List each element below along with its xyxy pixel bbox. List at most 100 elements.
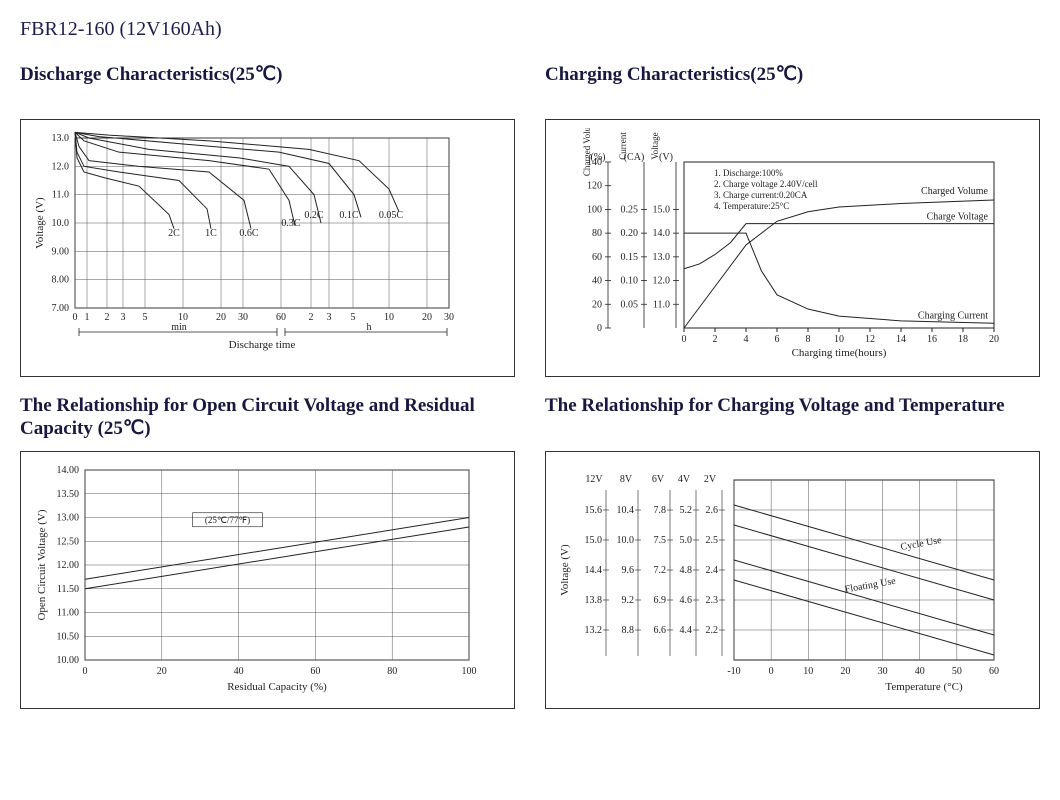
svg-text:100: 100 [587, 204, 602, 215]
ocv-svg: 10.0010.5011.0011.5012.0012.5013.0013.50… [29, 460, 489, 700]
discharge-svg: 7.008.009.0010.011.012.013.0012351020306… [29, 128, 489, 368]
svg-text:-10: -10 [727, 666, 740, 677]
svg-text:13.2: 13.2 [585, 625, 603, 636]
svg-text:Open Circuit Voltage (V): Open Circuit Voltage (V) [36, 509, 48, 620]
temp-svg: -100102030405060Temperature (°C)12V8V6V4… [554, 460, 1014, 700]
svg-text:9.2: 9.2 [622, 595, 635, 606]
svg-text:Floating Use: Floating Use [844, 576, 897, 596]
svg-text:80: 80 [387, 666, 397, 677]
svg-text:3. Charge current:0.20CA: 3. Charge current:0.20CA [714, 190, 808, 200]
svg-text:2V: 2V [704, 474, 717, 485]
svg-text:0.10: 0.10 [621, 276, 639, 287]
svg-text:4V: 4V [678, 474, 691, 485]
svg-text:10.00: 10.00 [57, 655, 80, 666]
svg-text:6V: 6V [652, 474, 665, 485]
svg-text:12.0: 12.0 [52, 161, 70, 172]
svg-text:10.0: 10.0 [52, 218, 70, 229]
svg-text:12.00: 12.00 [57, 560, 80, 571]
svg-text:20: 20 [840, 666, 850, 677]
svg-text:15.6: 15.6 [585, 505, 603, 516]
svg-text:8.00: 8.00 [52, 275, 70, 286]
svg-text:2: 2 [105, 312, 110, 323]
svg-text:60: 60 [276, 312, 286, 323]
svg-text:7.00: 7.00 [52, 303, 70, 314]
discharge-panel: Discharge Characteristics(25℃) 7.008.009… [20, 55, 515, 377]
svg-text:13.00: 13.00 [57, 513, 80, 524]
svg-text:14.0: 14.0 [653, 228, 671, 239]
svg-text:4.4: 4.4 [680, 625, 693, 636]
svg-text:140: 140 [587, 157, 602, 168]
svg-text:60: 60 [592, 252, 602, 263]
svg-text:3: 3 [121, 312, 126, 323]
svg-text:30: 30 [238, 312, 248, 323]
svg-text:15.0: 15.0 [585, 535, 603, 546]
svg-text:Voltage (V): Voltage (V) [559, 544, 571, 596]
svg-text:12.0: 12.0 [653, 276, 671, 287]
svg-text:12.50: 12.50 [57, 536, 80, 547]
temp-panel: The Relationship for Charging Voltage an… [545, 387, 1040, 709]
svg-text:80: 80 [592, 228, 602, 239]
charging-box: 02468101214161820Charging time(hours)Cha… [545, 119, 1040, 377]
svg-text:0.2C: 0.2C [304, 210, 324, 221]
svg-text:10.0: 10.0 [617, 535, 635, 546]
svg-text:11.00: 11.00 [57, 608, 79, 619]
svg-text:8: 8 [806, 334, 811, 345]
svg-text:5: 5 [351, 312, 356, 323]
svg-text:20: 20 [157, 666, 167, 677]
svg-text:Charged Volume: Charged Volume [921, 186, 989, 197]
svg-text:1: 1 [85, 312, 90, 323]
svg-text:(25℃/77℉): (25℃/77℉) [205, 515, 250, 525]
svg-text:0: 0 [597, 323, 602, 334]
svg-text:4.6: 4.6 [680, 595, 693, 606]
svg-text:(V): (V) [659, 152, 673, 163]
svg-text:0.3C: 0.3C [281, 218, 301, 229]
svg-text:0.05C: 0.05C [379, 210, 404, 221]
svg-text:h: h [367, 322, 372, 333]
svg-text:Voltage (V): Voltage (V) [34, 197, 46, 249]
ocv-panel: The Relationship for Open Circuit Voltag… [20, 387, 515, 709]
svg-text:13.0: 13.0 [653, 252, 671, 263]
svg-text:Cycle Use: Cycle Use [900, 535, 943, 553]
svg-text:60: 60 [310, 666, 320, 677]
svg-text:11.0: 11.0 [653, 299, 670, 310]
svg-text:10: 10 [803, 666, 813, 677]
svg-text:4.8: 4.8 [680, 565, 693, 576]
svg-text:Charge Voltage: Charge Voltage [927, 212, 989, 223]
svg-text:20: 20 [989, 334, 999, 345]
temp-box: -100102030405060Temperature (°C)12V8V6V4… [545, 451, 1040, 709]
svg-text:(CA): (CA) [624, 152, 645, 163]
svg-text:14: 14 [896, 334, 906, 345]
svg-text:10.4: 10.4 [617, 505, 635, 516]
svg-text:10.50: 10.50 [57, 631, 80, 642]
svg-text:10: 10 [834, 334, 844, 345]
svg-text:4: 4 [744, 334, 749, 345]
ocv-title: The Relationship for Open Circuit Voltag… [20, 395, 515, 443]
svg-text:Temperature (°C): Temperature (°C) [885, 681, 963, 693]
svg-text:20: 20 [422, 312, 432, 323]
svg-text:Discharge time: Discharge time [229, 339, 296, 351]
svg-text:13.50: 13.50 [57, 489, 80, 500]
svg-text:Charging time(hours): Charging time(hours) [792, 347, 887, 359]
svg-text:2.3: 2.3 [706, 595, 719, 606]
svg-text:40: 40 [915, 666, 925, 677]
svg-text:60: 60 [989, 666, 999, 677]
svg-text:1C: 1C [205, 228, 217, 239]
svg-text:14.00: 14.00 [57, 465, 80, 476]
svg-text:50: 50 [952, 666, 962, 677]
svg-text:13.8: 13.8 [585, 595, 603, 606]
svg-text:0.20: 0.20 [621, 228, 639, 239]
svg-text:40: 40 [592, 276, 602, 287]
svg-text:40: 40 [234, 666, 244, 677]
svg-text:6.6: 6.6 [654, 625, 667, 636]
svg-text:0.6C: 0.6C [239, 228, 259, 239]
svg-text:2.2: 2.2 [706, 625, 719, 636]
svg-text:0.1C: 0.1C [339, 210, 359, 221]
svg-text:0.05: 0.05 [621, 299, 639, 310]
svg-text:5: 5 [143, 312, 148, 323]
svg-text:Charging Current: Charging Current [918, 311, 988, 322]
charging-svg: 02468101214161820Charging time(hours)Cha… [554, 128, 1014, 368]
svg-text:8.8: 8.8 [622, 625, 635, 636]
model-heading: FBR12-160 (12V160Ah) [20, 18, 1040, 41]
discharge-title: Discharge Characteristics(25℃) [20, 63, 515, 111]
svg-text:12: 12 [865, 334, 875, 345]
